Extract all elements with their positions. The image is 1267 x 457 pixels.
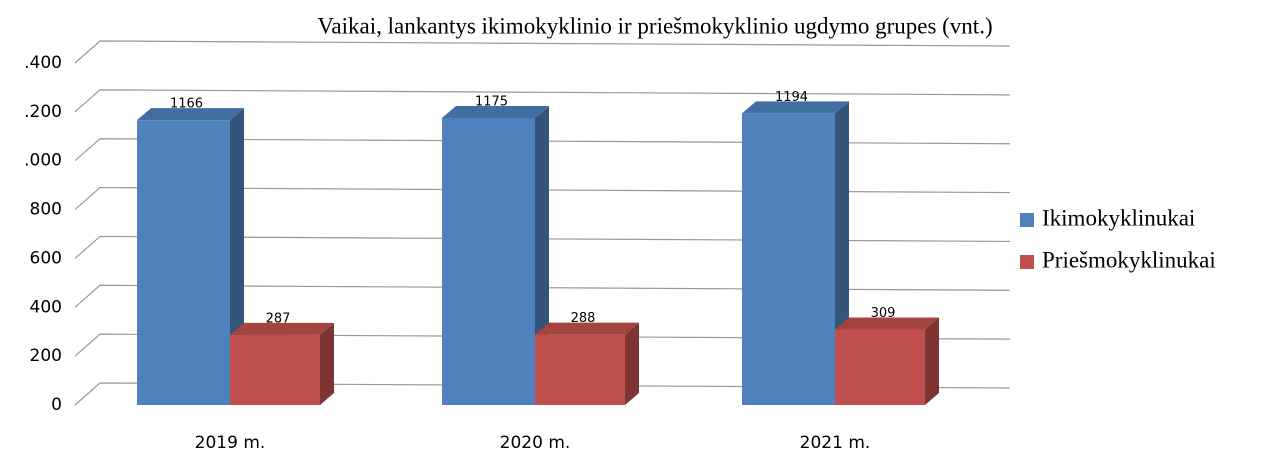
y-tick-label: 0 [51,395,62,415]
data-label: 287 [266,311,291,326]
bar-top [442,105,549,118]
data-label: 1194 [775,90,808,105]
y-tick-label: .000 [24,151,62,171]
y-tick-label: .200 [24,102,62,122]
bar-side [625,322,639,405]
data-label: 309 [871,306,896,321]
bar [835,329,925,405]
y-tick-label: 600 [30,248,62,268]
x-tick-label: 2019 m. [195,433,266,453]
y-tick-label: 800 [30,200,62,220]
bar-top [137,108,244,121]
legend-swatch [1020,213,1034,227]
bar-top [835,317,939,330]
grid-line [74,40,1011,64]
bar [230,334,320,405]
y-tick-label: .400 [24,53,62,73]
x-tick-label: 2020 m. [500,433,571,453]
legend-label: Priešmokyklinukai [1042,247,1216,272]
data-label: 1166 [170,97,203,112]
bar-top [230,322,334,335]
grid-line [74,382,1011,406]
legend-swatch [1020,255,1034,269]
bar [442,117,535,405]
y-tick-label: 200 [30,346,62,366]
data-label: 288 [571,311,596,326]
legend-label: Ikimokyklinukai [1042,205,1195,230]
bar-top [742,101,849,114]
grid-line [74,284,1011,308]
bar-side [320,322,334,405]
y-tick-label: 400 [30,297,62,317]
grid-line [74,333,1011,357]
x-tick-label: 2021 m. [800,433,871,453]
grid-line [74,235,1011,259]
grid-line [74,186,1011,211]
chart-title: Vaikai, lankantys ikimokyklinio ir prieš… [317,13,992,38]
grid-line [74,89,1011,113]
bar [535,334,625,405]
bar [742,113,835,405]
bar-side [925,317,939,405]
bar [137,120,230,406]
grid-line [74,138,1011,162]
bar-top [535,322,639,335]
data-label: 1175 [475,94,508,109]
